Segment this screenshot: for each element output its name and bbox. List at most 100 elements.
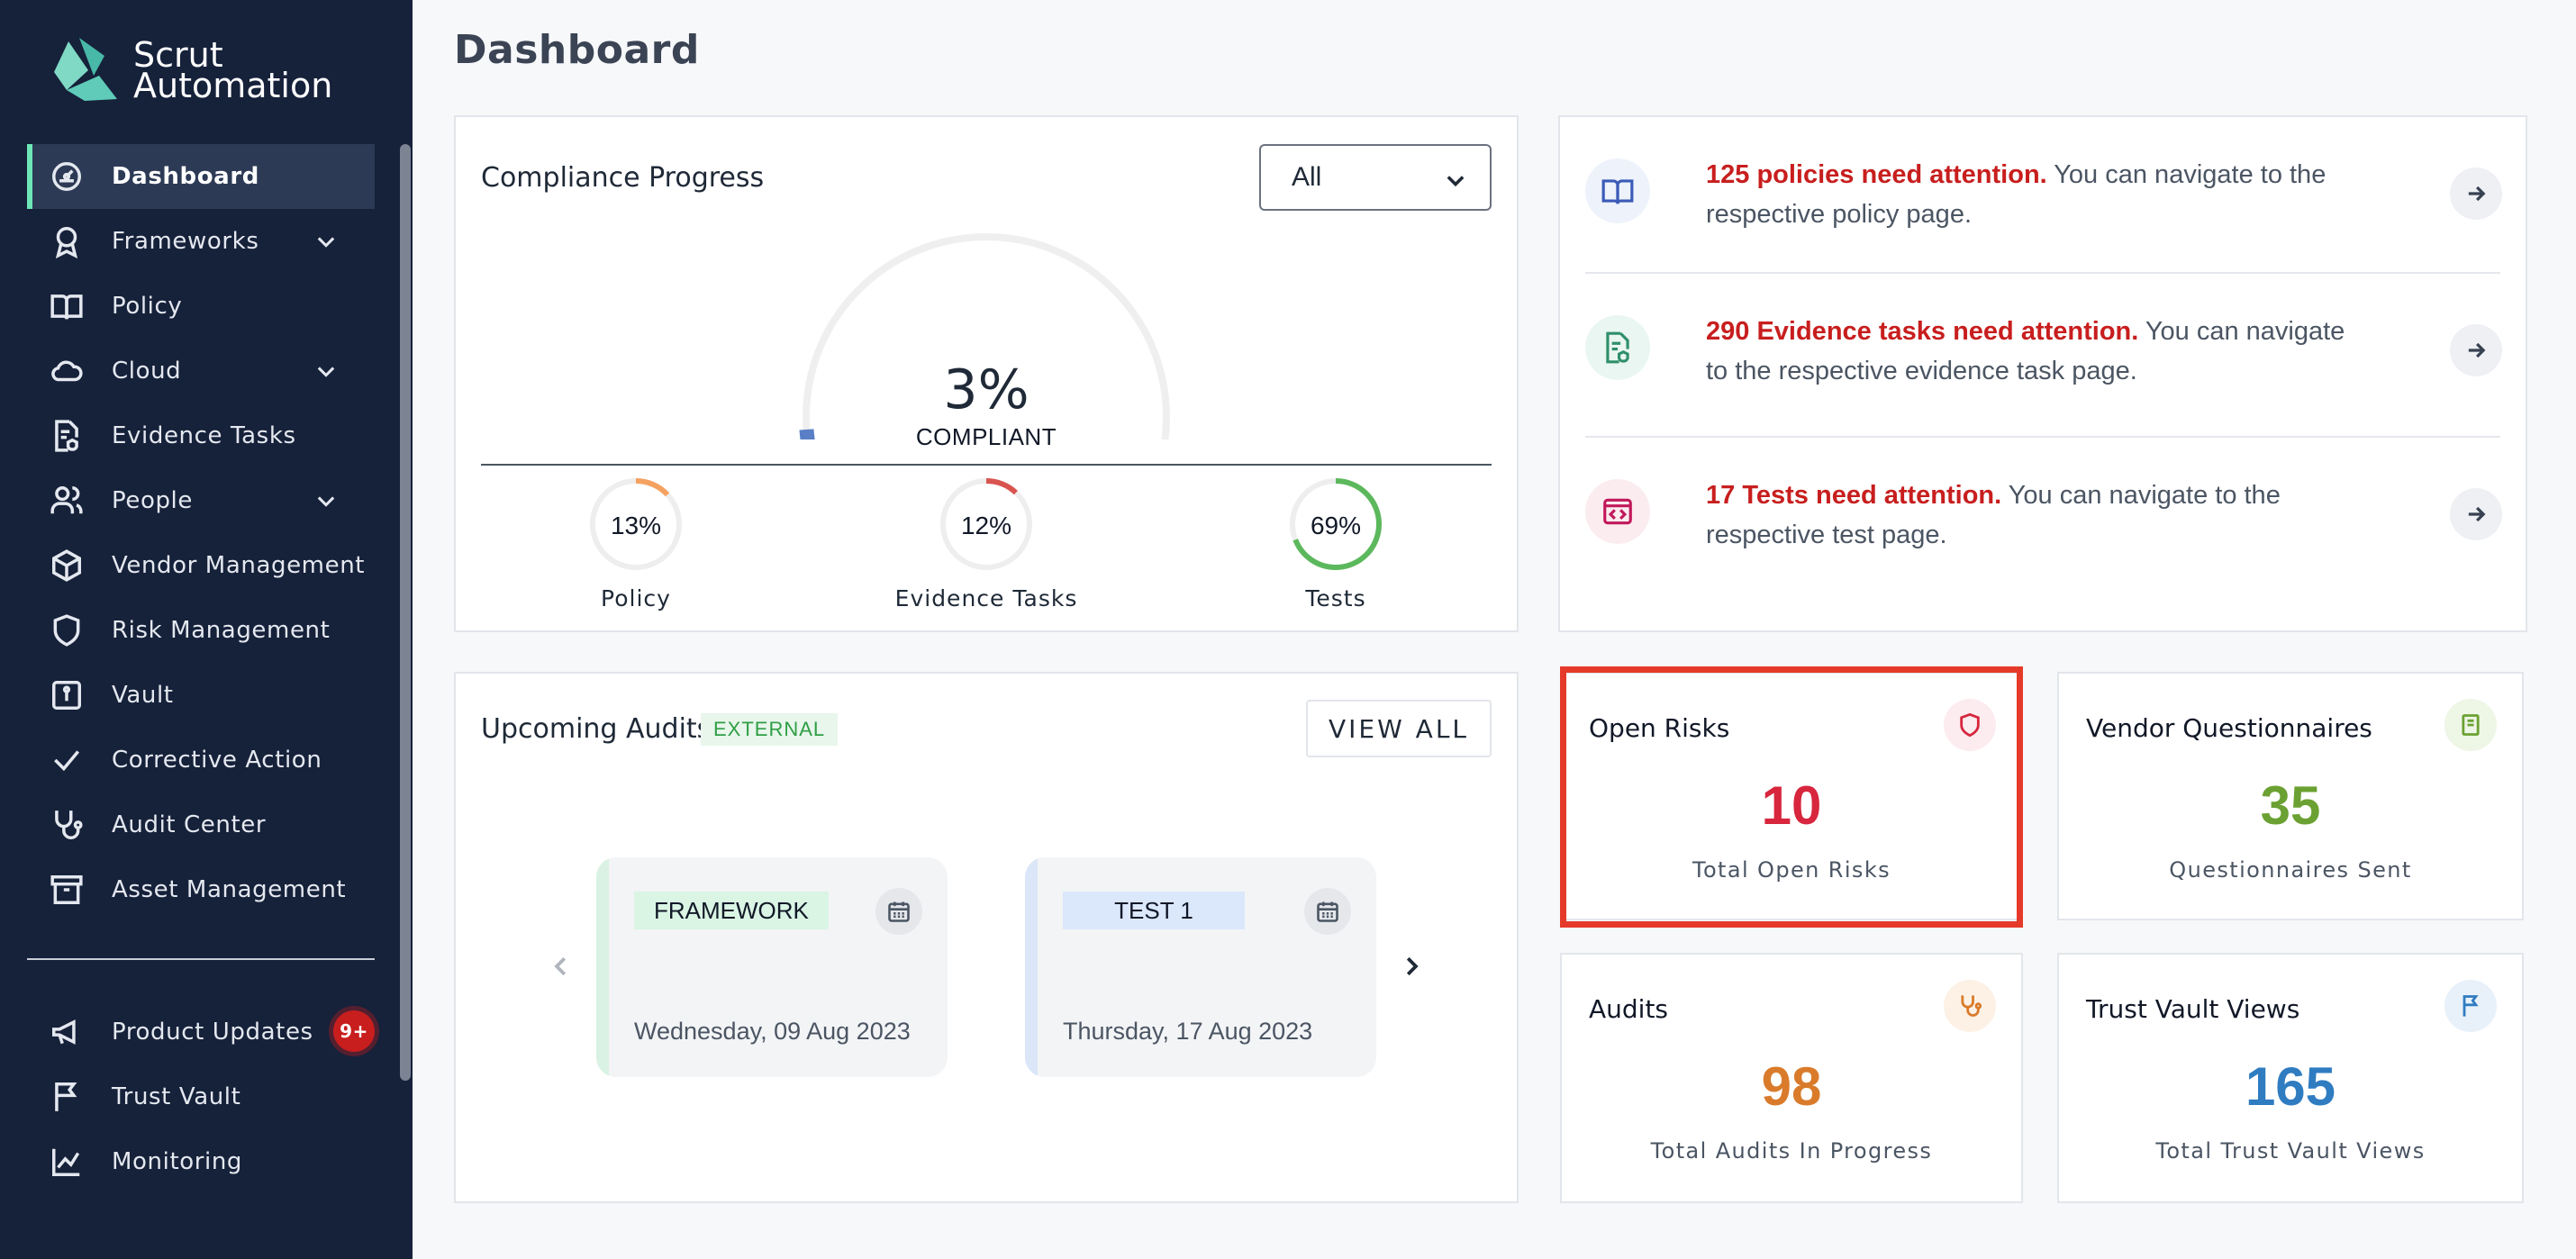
book-icon <box>49 288 85 324</box>
attention-text: 290 Evidence tasks need attention. You c… <box>1706 312 2372 391</box>
audit-card-stripe <box>596 857 609 1077</box>
sidebar-item-label: Corrective Action <box>112 747 322 774</box>
attention-card <box>1558 115 2527 632</box>
notification-badge: 9+ <box>333 1010 375 1052</box>
stat-value: 10 <box>1761 775 1822 836</box>
evidence-file-icon <box>1585 315 1650 380</box>
evidence-ring-value: 12% <box>960 512 1012 539</box>
cloud-icon <box>49 353 85 389</box>
arrow-right-icon <box>2468 186 2486 202</box>
stat-card-audits[interactable]: Audits 98 Total Audits In Progress <box>1560 953 2023 1203</box>
stat-title: Trust Vault Views <box>2086 994 2300 1024</box>
sidebar-item-dashboard[interactable]: Dashboard <box>27 144 375 209</box>
sidebar-item-product-updates[interactable]: Product Updates 9+ <box>27 1000 375 1064</box>
carousel-next-button[interactable] <box>1389 944 1434 989</box>
sidebar-item-asset-management[interactable]: Asset Management <box>27 857 375 922</box>
calendar-icon[interactable] <box>875 888 922 935</box>
stat-value: 35 <box>2260 775 2321 836</box>
gauge-fill <box>799 429 815 439</box>
stethoscope-icon <box>1944 980 1996 1032</box>
stat-card-trust-vault-views[interactable]: Trust Vault Views 165 Total Trust Vault … <box>2057 953 2524 1203</box>
attention-row-evidence: 290 Evidence tasks need attention. You c… <box>1585 312 2502 393</box>
stat-title: Open Risks <box>1589 713 1730 743</box>
chevron-down-icon[interactable] <box>313 488 339 513</box>
sidebar-item-label: Product Updates <box>112 1019 313 1046</box>
sidebar-item-corrective-action[interactable]: Corrective Action <box>27 728 375 793</box>
sidebar-item-label: Frameworks <box>112 228 259 255</box>
evidence-ring-label: Evidence Tasks <box>894 585 1078 611</box>
sidebar-item-label: Evidence Tasks <box>112 422 296 449</box>
people-icon <box>49 483 85 519</box>
arrow-right-icon <box>2468 342 2486 358</box>
stat-value: 165 <box>2245 1056 2336 1117</box>
sidebar-item-trust-vault[interactable]: Trust Vault <box>27 1064 375 1129</box>
sidebar-divider <box>27 958 375 960</box>
flag-icon <box>2444 980 2497 1032</box>
evidence-arrow-button[interactable] <box>2450 324 2502 376</box>
chevron-down-icon <box>1447 176 1465 187</box>
attention-row-policies: 125 policies need attention. You can nav… <box>1585 155 2502 236</box>
compliance-title: Compliance Progress <box>481 162 765 194</box>
ring-progress <box>1290 478 1382 570</box>
carousel-prev-button[interactable] <box>539 944 584 989</box>
sidebar-item-label: Asset Management <box>112 876 347 903</box>
chevron-down-icon[interactable] <box>313 358 339 384</box>
stat-subtitle: Questionnaires Sent <box>2169 857 2412 883</box>
stat-subtitle: Total Audits In Progress <box>1650 1138 1933 1164</box>
sidebar-item-label: Risk Management <box>112 617 331 644</box>
megaphone-icon <box>49 1014 85 1050</box>
chart-line-icon <box>49 1144 85 1180</box>
attention-highlight: 290 Evidence tasks need attention. <box>1706 317 2139 346</box>
shield-icon <box>49 612 85 648</box>
brand-line-2: Automation <box>133 66 333 105</box>
policies-arrow-button[interactable] <box>2450 168 2502 220</box>
sidebar-item-vault[interactable]: Vault <box>27 663 375 728</box>
sidebar-item-people[interactable]: People <box>27 468 375 533</box>
audits-title: Upcoming Audits <box>481 713 712 745</box>
sidebar-item-audit-center[interactable]: Audit Center <box>27 793 375 857</box>
sidebar-item-label: Trust Vault <box>112 1083 241 1110</box>
sidebar-scrollbar[interactable] <box>400 144 411 1081</box>
gauge-track <box>803 233 1170 439</box>
policy-ring-label: Policy <box>601 585 671 611</box>
attention-row-tests: 17 Tests need attention. You can navigat… <box>1585 476 2502 557</box>
attention-text: 17 Tests need attention. You can navigat… <box>1706 476 2372 555</box>
sidebar-item-frameworks[interactable]: Frameworks <box>27 209 375 274</box>
stat-title: Vendor Questionnaires <box>2086 713 2372 743</box>
attention-description: You can navigate to the respective polic… <box>1706 160 2327 229</box>
stat-card-open-risks[interactable]: Open Risks 10 Total Open Risks <box>1560 672 2023 920</box>
ring-progress <box>590 478 682 570</box>
compliance-rings <box>590 478 1382 570</box>
sidebar-item-vendor-management[interactable]: Vendor Management <box>27 533 375 598</box>
dashboard-icon <box>49 159 85 195</box>
vault-icon <box>49 677 85 713</box>
sidebar-item-monitoring[interactable]: Monitoring <box>27 1129 375 1194</box>
sidebar-item-risk-management[interactable]: Risk Management <box>27 598 375 663</box>
view-all-button[interactable]: VIEW ALL <box>1306 700 1492 757</box>
audit-card-framework[interactable]: FRAMEWORK Wednesday, 09 Aug 2023 <box>596 857 948 1077</box>
audit-card-stripe <box>1025 857 1038 1077</box>
audit-card-test-1[interactable]: TEST 1 Thursday, 17 Aug 2023 <box>1025 857 1376 1077</box>
brand-name: Scrut Automation <box>133 38 333 105</box>
tests-arrow-button[interactable] <box>2450 488 2502 540</box>
stat-subtitle: Total Trust Vault Views <box>2155 1138 2426 1164</box>
chevron-down-icon[interactable] <box>313 229 339 254</box>
audit-date: Thursday, 17 Aug 2023 <box>1063 1018 1313 1045</box>
sidebar-item-label: Dashboard <box>112 163 259 190</box>
sidebar-item-cloud[interactable]: Cloud <box>27 339 375 403</box>
compliance-gauge <box>799 233 1170 439</box>
audit-tag: FRAMEWORK <box>634 892 829 929</box>
brand-logo[interactable]: Scrut Automation <box>49 36 332 104</box>
stat-card-vendor-questionnaires[interactable]: Vendor Questionnaires 35 Questionnaires … <box>2057 672 2524 920</box>
sidebar-item-label: People <box>112 487 193 514</box>
compliance-filter-select[interactable]: All <box>1259 144 1492 211</box>
calendar-icon[interactable] <box>1304 888 1351 935</box>
code-window-icon <box>1585 479 1650 544</box>
sidebar-item-policy[interactable]: Policy <box>27 274 375 339</box>
award-icon <box>49 223 85 259</box>
compliance-percent: 3% <box>943 358 1029 421</box>
sidebar: Scrut Automation Dashboard Frameworks Po… <box>0 0 413 1259</box>
sidebar-item-evidence-tasks[interactable]: Evidence Tasks <box>27 403 375 468</box>
shield-icon <box>1944 699 1996 751</box>
stethoscope-icon <box>49 807 85 843</box>
